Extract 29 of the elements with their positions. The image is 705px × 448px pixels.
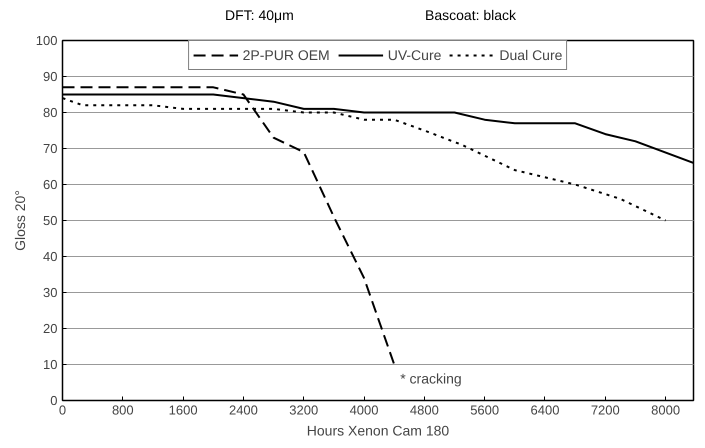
y-tick-label: 100 <box>36 33 58 48</box>
y-axis-title: Gloss 20° <box>12 190 28 251</box>
legend-label: Dual Cure <box>499 47 562 63</box>
y-tick-label: 40 <box>43 249 58 264</box>
y-tick-label: 70 <box>43 141 58 156</box>
y-tick-label: 0 <box>50 393 58 408</box>
x-tick-label: 1600 <box>168 402 198 418</box>
x-tick-label: 3200 <box>289 402 318 418</box>
y-tick-label: 10 <box>43 357 58 372</box>
y-tick-label: 50 <box>43 213 58 228</box>
x-tick-label: 2400 <box>228 402 258 418</box>
y-tick-label: 80 <box>43 105 58 120</box>
chart-title: DFT: 40μm <box>225 6 294 25</box>
y-tick-label: 30 <box>43 285 58 300</box>
x-axis-title: Hours Xenon Cam 180 <box>306 422 450 438</box>
chart-subtitle: Bascoat: black <box>425 6 516 25</box>
y-tick-label: 20 <box>43 321 58 336</box>
x-tick-label: 4000 <box>350 402 379 418</box>
y-tick-label: 60 <box>43 177 58 192</box>
legend-label: UV-Cure <box>388 47 442 63</box>
x-tick-label: 7200 <box>590 402 620 418</box>
legend-label: 2P-PUR OEM <box>242 47 330 63</box>
x-tick-label: 6400 <box>530 402 560 418</box>
annotation: * cracking <box>400 370 462 386</box>
x-tick-label: 5600 <box>470 402 500 418</box>
x-tick-label: 800 <box>112 402 134 418</box>
x-tick-label: 4800 <box>410 402 439 418</box>
y-tick-label: 90 <box>43 69 58 84</box>
x-tick-label: 8000 <box>651 402 680 418</box>
